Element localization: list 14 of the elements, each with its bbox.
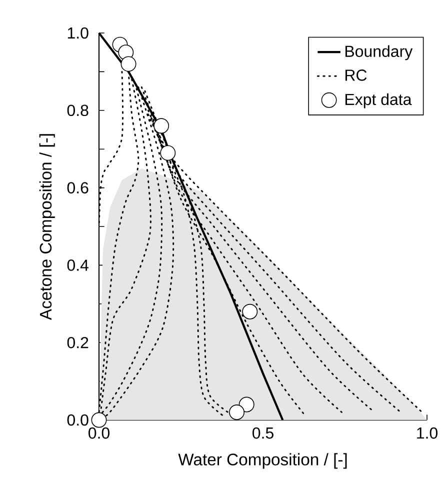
x-axis-title: Water Composition / [-] bbox=[178, 453, 347, 469]
legend-label: RC bbox=[345, 70, 367, 81]
y-tick-label: 0.4 bbox=[67, 260, 88, 271]
legend-label: Boundary bbox=[345, 45, 413, 60]
y-tick-label: 0.6 bbox=[67, 182, 88, 194]
x-tick-label: 0.5 bbox=[252, 427, 274, 439]
y-tick-label: 0.0 bbox=[67, 414, 88, 426]
x-tick-label: 0.0 bbox=[88, 427, 110, 439]
y-axis-title: Acetone Composition / [-] bbox=[39, 134, 55, 320]
y-tick-label: 0.8 bbox=[67, 104, 88, 116]
y-tick-label: 1.0 bbox=[68, 27, 88, 39]
y-tick-label: 0.2 bbox=[67, 336, 88, 348]
x-tick-label: 1.0 bbox=[417, 427, 438, 439]
legend-label: Expt data bbox=[345, 93, 412, 108]
